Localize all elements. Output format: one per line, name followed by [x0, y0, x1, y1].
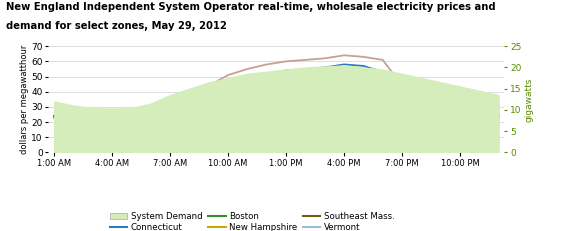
Y-axis label: gigawatts: gigawatts: [524, 77, 534, 122]
Text: New England Independent System Operator real-time, wholesale electricity prices : New England Independent System Operator …: [6, 2, 495, 12]
Y-axis label: dollars per megawatthour: dollars per megawatthour: [19, 45, 29, 154]
Legend: System Demand, Connecticut, Maine, Boston, New Hampshire, Rhode Island, Southeas: System Demand, Connecticut, Maine, Bosto…: [110, 212, 406, 231]
Text: demand for select zones, May 29, 2012: demand for select zones, May 29, 2012: [6, 21, 226, 31]
